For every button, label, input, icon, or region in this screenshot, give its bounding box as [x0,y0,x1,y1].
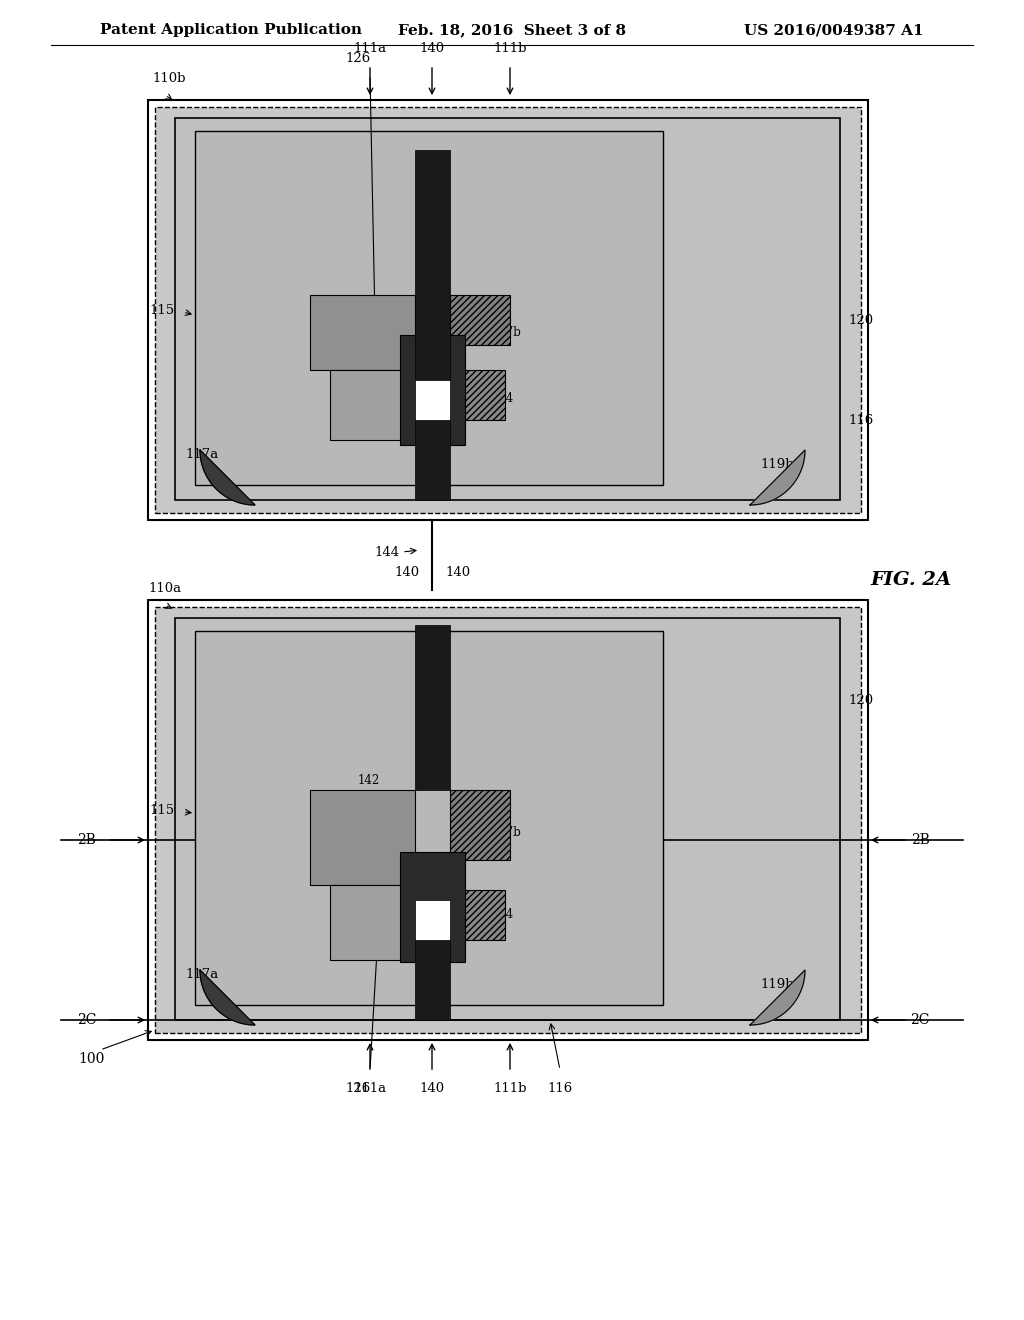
Text: 111b: 111b [494,42,526,55]
Text: 2C: 2C [78,1012,96,1027]
Polygon shape [750,450,805,506]
Text: 119b: 119b [760,458,794,471]
Text: 116, 122: 116, 122 [345,297,355,347]
Bar [415,900,450,940]
Text: 140: 140 [420,42,444,55]
Text: 115: 115 [150,804,175,817]
Text: FIG. 2A: FIG. 2A [870,572,951,589]
FancyBboxPatch shape [155,107,861,513]
Text: 119a: 119a [352,399,381,412]
FancyBboxPatch shape [175,117,840,500]
Bar [415,940,450,1020]
FancyBboxPatch shape [155,607,861,1034]
Text: 126: 126 [345,1082,371,1096]
Text: 110a: 110a [148,582,181,595]
Text: 119a: 119a [352,919,381,932]
Text: 132: 132 [336,933,348,956]
Text: 112: 112 [490,804,512,817]
Text: 117a: 117a [185,447,218,461]
Text: 2C: 2C [910,1012,930,1027]
Text: 126: 126 [345,51,371,65]
Bar [450,890,505,940]
Text: 117b: 117b [492,825,522,838]
FancyBboxPatch shape [148,100,868,520]
FancyBboxPatch shape [148,601,868,1040]
Bar [415,420,450,500]
FancyBboxPatch shape [175,618,840,1020]
Text: US 2016/0049387 A1: US 2016/0049387 A1 [744,22,924,37]
Text: 112: 112 [490,305,512,318]
Bar [450,294,510,345]
FancyBboxPatch shape [195,131,663,484]
Polygon shape [750,970,805,1026]
Bar [415,380,450,420]
Text: Patent Application Publication: Patent Application Publication [100,22,362,37]
Text: 120: 120 [848,693,873,706]
Text: 111a: 111a [353,1082,387,1096]
Text: 119b: 119b [760,978,794,991]
Bar [400,335,465,445]
Text: 117a: 117a [185,968,218,981]
Bar [330,884,415,960]
Bar [310,789,415,884]
Text: Feb. 18, 2016  Sheet 3 of 8: Feb. 18, 2016 Sheet 3 of 8 [398,22,626,37]
Bar [450,370,505,420]
Text: 140: 140 [420,1082,444,1096]
Bar [400,851,465,962]
Text: 140: 140 [445,565,470,578]
Text: 111a: 111a [353,42,387,55]
Bar [310,294,415,370]
Text: 100: 100 [78,1052,104,1067]
Bar [415,150,450,380]
Text: 120: 120 [848,314,873,326]
Text: 142: 142 [364,409,377,432]
Text: 111b: 111b [494,1082,526,1096]
Text: 132: 132 [336,414,348,436]
Bar [415,624,450,789]
Polygon shape [200,450,255,506]
Text: 116, 122: 116, 122 [345,805,355,855]
Text: 124: 124 [492,392,514,404]
Text: 2B: 2B [910,833,930,847]
Text: 116: 116 [848,413,873,426]
Text: 117b: 117b [492,326,522,338]
Bar [330,370,415,440]
Text: 142: 142 [358,774,380,787]
Text: 144: 144 [375,545,400,558]
Text: 2B: 2B [78,833,96,847]
Text: 116: 116 [548,1082,572,1096]
Text: 115: 115 [150,304,175,317]
Text: 124: 124 [492,908,514,921]
Text: 140: 140 [395,565,420,578]
Text: 110b: 110b [152,73,185,84]
Bar [450,789,510,861]
Polygon shape [200,970,255,1026]
FancyBboxPatch shape [195,631,663,1005]
